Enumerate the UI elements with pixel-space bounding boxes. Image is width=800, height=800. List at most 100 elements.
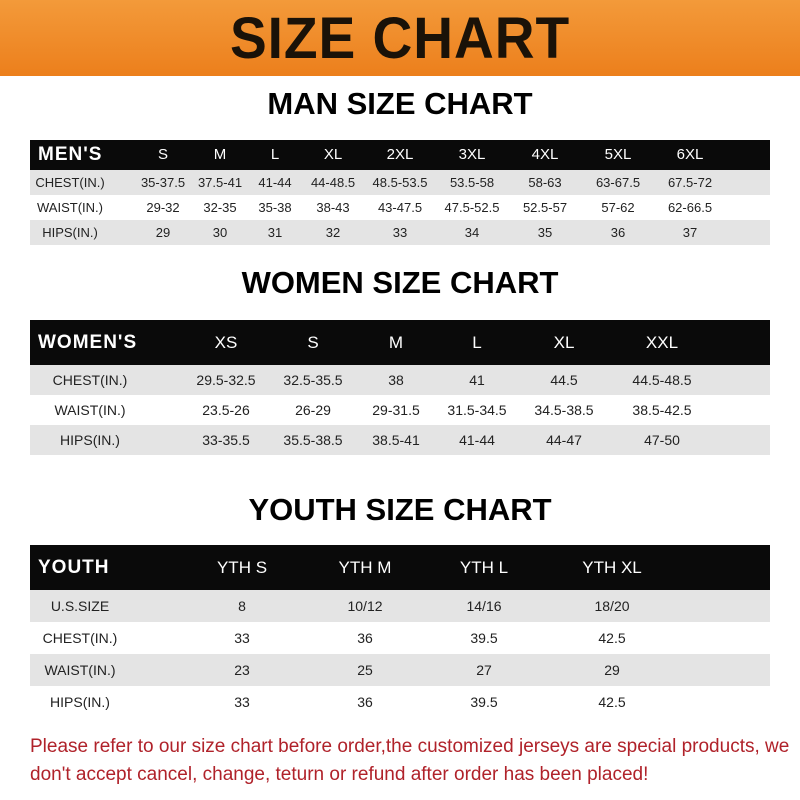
table-cell: 47.5-52.5 [444,200,500,215]
table-cell: 44.5-48.5 [632,372,692,388]
row-label: WAIST(IN.) [54,402,126,418]
table-cell: 44.5 [550,372,578,388]
table-cell: 42.5 [598,630,626,646]
size-header-cell: S [307,333,319,352]
table-header-label: YOUTH [38,557,110,578]
size-header-cell: L [472,333,482,352]
table-cell: 35 [537,225,553,240]
table-row: HIPS(IN.) 33 36 39.5 42.5 [30,686,770,718]
table-row: WAIST(IN.) 29-32 32-35 35-38 38-43 43-47.5 47.… [30,195,770,220]
table-row: CHEST(IN.) 35-37.5 37.5-41 41-44 44-48.5 48.5… [30,170,770,195]
order-notice: Please refer to our size chart before or… [30,736,790,785]
size-header-cell: 4XL [531,146,559,163]
table-row: WAIST(IN.) 23.5-26 26-29 29-31.5 31.5-34.5 34… [30,395,770,425]
table-cell: 18/20 [594,598,630,614]
table-cell: 67.5-72 [667,175,713,190]
size-header-cell: YTH M [338,558,392,577]
table-cell: 38.5-42.5 [632,402,692,418]
table-cell: 62-66.5 [667,200,713,215]
table-header-row: MEN'S S M L XL 2XL 3XL 4XL 5XL 6XL [30,140,770,170]
table-row: WAIST(IN.) 23 25 27 29 [30,654,770,686]
table-header-label: WOMEN'S [38,332,138,353]
table-cell: 31 [267,225,283,240]
table-cell: 29 [155,225,171,240]
table-cell: 44-48.5 [310,175,356,190]
table-cell: 30 [212,225,228,240]
size-header-cell: 5XL [604,146,632,163]
row-label: WAIST(IN.) [37,200,103,215]
row-label: HIPS(IN.) [42,225,98,240]
women-title: WOMEN SIZE CHART [241,265,559,300]
table-cell: 35-37.5 [140,175,186,190]
youth-title: YOUTH SIZE CHART [248,492,552,527]
table-cell: 33 [234,694,250,710]
size-header-cell: YTH XL [582,558,642,577]
table-cell: 29 [604,662,620,678]
banner: SIZE CHART [0,0,800,76]
table-cell: 41 [469,372,485,388]
table-cell: 32.5-35.5 [283,372,343,388]
table-cell: 57-62 [601,200,635,215]
table-cell: 48.5-53.5 [372,175,428,190]
men-size-table: MEN'S S M L XL 2XL 3XL 4XL 5XL 6XL CHEST(IN.) 35-37… [30,140,770,245]
table-cell: 42.5 [598,694,626,710]
size-header-cell: M [388,333,404,352]
table-cell: 27 [476,662,492,678]
table-row: U.S.SIZE 8 10/12 14/16 18/20 [30,590,770,622]
table-header-row: WOMEN'S XS S M L XL XXL [30,320,770,365]
row-label: CHEST(IN.) [35,175,105,190]
table-cell: 44-47 [546,432,582,448]
table-cell: 23 [234,662,250,678]
size-header-cell: YTH S [216,558,268,577]
row-label: CHEST(IN.) [52,372,128,388]
men-title: MAN SIZE CHART [267,86,533,121]
table-cell: 32-35 [203,200,237,215]
size-header-cell: S [157,146,169,163]
table-cell: 58-63 [528,175,562,190]
size-header-cell: 6XL [676,146,704,163]
size-header-cell: L [270,146,280,163]
banner-title: SIZE CHART [229,5,571,71]
size-header-cell: YTH L [459,558,509,577]
table-cell: 41-44 [459,432,495,448]
table-cell: 53.5-58 [449,175,495,190]
table-cell: 8 [238,598,246,614]
table-cell: 36 [610,225,626,240]
size-header-cell: XXL [645,333,679,352]
table-cell: 32 [325,225,341,240]
row-label: U.S.SIZE [50,598,110,614]
table-row: CHEST(IN.) 29.5-32.5 32.5-35.5 38 41 44.5 44.5… [30,365,770,395]
table-cell: 37 [682,225,698,240]
table-cell: 14/16 [466,598,502,614]
table-cell: 36 [357,630,373,646]
table-cell: 39.5 [470,694,498,710]
table-cell: 41-44 [258,175,292,190]
table-cell: 47-50 [644,432,680,448]
table-row: CHEST(IN.) 33 36 39.5 42.5 [30,622,770,654]
table-cell: 34 [464,225,480,240]
table-cell: 38.5-41 [372,432,420,448]
table-cell: 29-32 [146,200,180,215]
table-cell: 38 [388,372,404,388]
table-cell: 35.5-38.5 [283,432,343,448]
size-header-cell: 2XL [386,146,414,163]
table-cell: 26-29 [295,402,331,418]
table-cell: 36 [357,694,373,710]
size-header-cell: 3XL [458,146,486,163]
size-header-cell: XL [323,146,343,163]
table-cell: 23.5-26 [202,402,250,418]
youth-size-table: YOUTH YTH S YTH M YTH L YTH XL U.S.SIZE 8 10/12… [30,545,770,718]
table-row: HIPS(IN.) 29 30 31 32 33 34 35 36 37 [30,220,770,245]
row-label: HIPS(IN.) [50,694,110,710]
table-cell: 34.5-38.5 [534,402,594,418]
size-header-cell: XS [214,333,238,352]
table-row: HIPS(IN.) 33-35.5 35.5-38.5 38.5-41 41-44 44-… [30,425,770,455]
table-cell: 35-38 [258,200,292,215]
table-cell: 33-35.5 [202,432,250,448]
table-cell: 39.5 [470,630,498,646]
table-cell: 38-43 [316,200,350,215]
table-cell: 63-67.5 [595,175,641,190]
size-header-cell: M [213,146,227,163]
size-header-cell: XL [553,333,575,352]
row-label: WAIST(IN.) [44,662,116,678]
